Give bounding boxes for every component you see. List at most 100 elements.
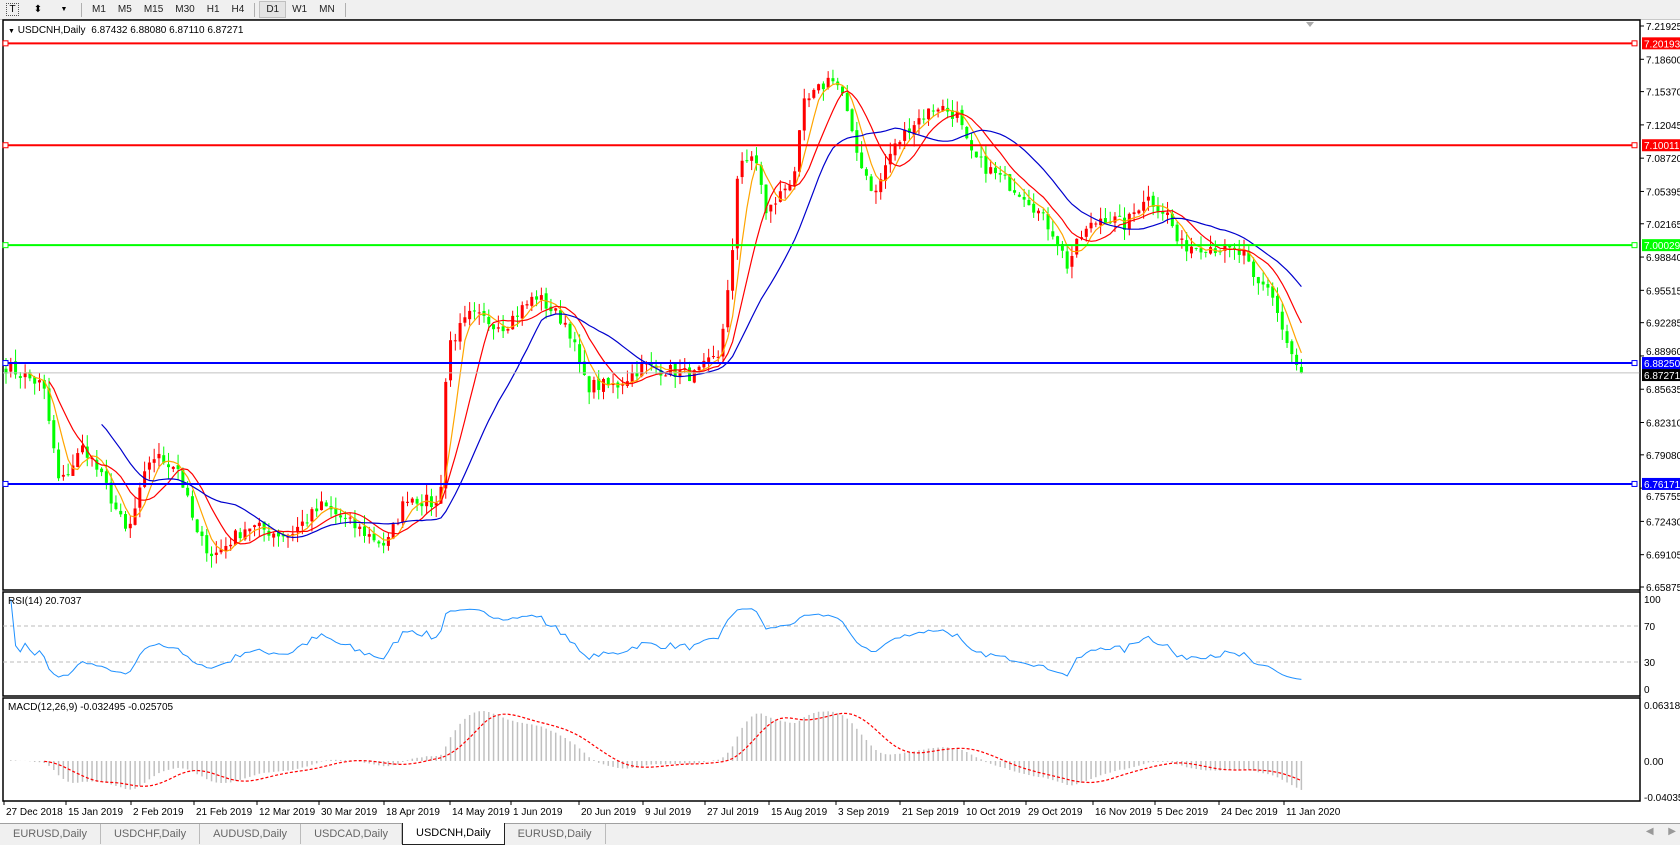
candle-body — [1146, 196, 1150, 201]
candle-body — [530, 296, 534, 306]
candle-body — [1242, 250, 1246, 256]
candle-body — [1065, 251, 1069, 269]
candle-body — [1295, 354, 1299, 366]
candle-body — [453, 340, 457, 342]
date-tick-label: 20 Jun 2019 — [581, 807, 636, 818]
candle-body — [965, 126, 969, 139]
candle-body — [37, 380, 41, 383]
moving-average-line — [101, 127, 1302, 539]
candle-body — [1161, 211, 1165, 214]
tab-usdchf-daily[interactable]: USDCHF,Daily — [101, 824, 201, 844]
candle-body — [114, 502, 118, 510]
candle-body — [377, 541, 381, 544]
candle-body — [525, 304, 529, 306]
candle-body — [912, 125, 916, 135]
timeframe-mn[interactable]: MN — [319, 4, 335, 15]
timeframe-w1[interactable]: W1 — [292, 4, 308, 15]
candle-body — [186, 487, 190, 496]
candle-body — [1175, 224, 1179, 242]
candle-body — [276, 532, 280, 537]
candle-body — [420, 503, 424, 507]
candle-body — [367, 534, 371, 537]
candle-body — [1032, 203, 1036, 213]
candle-body — [702, 360, 706, 368]
timeframe-h4[interactable]: H4 — [231, 4, 245, 15]
tab-usdcnh-daily[interactable]: USDCNH,Daily — [402, 823, 505, 845]
candle-body — [979, 156, 983, 158]
candle-body — [109, 482, 113, 504]
candle-body — [917, 118, 921, 125]
rsi-line — [10, 598, 1302, 680]
candle-body — [850, 109, 854, 132]
chart-canvas[interactable]: 7.21925 7.18600 7.15370 7.12045 7.08720 7.053… — [0, 0, 1680, 823]
chart-shift-marker-icon — [1306, 22, 1314, 27]
date-tick-label: 15 Jan 2019 — [68, 807, 123, 818]
collapse-triangle-icon[interactable]: ▼ — [8, 28, 15, 35]
candle-body — [66, 474, 70, 476]
candle-body — [778, 191, 782, 202]
dropdown-arrow-icon[interactable]: ▼ — [60, 6, 68, 13]
rsi-tick-label: 30 — [1644, 658, 1656, 669]
tab-audusd-daily[interactable]: AUDUSD,Daily — [200, 824, 302, 844]
candle-body — [42, 380, 46, 389]
candle-body — [138, 487, 142, 508]
candle-body — [549, 306, 553, 312]
timeframe-m30[interactable]: M30 — [175, 4, 195, 15]
candle-body — [1056, 236, 1060, 245]
price-tick-label: 6.85635 — [1646, 385, 1680, 396]
scroll-right-icon[interactable]: ▶ — [1668, 826, 1676, 837]
timeframe-m5[interactable]: M5 — [117, 4, 132, 15]
tab-eurusd-daily-2[interactable]: EURUSD,Daily — [505, 824, 606, 844]
candle-body — [57, 449, 61, 479]
candle-body — [539, 295, 543, 300]
timeframe-m1[interactable]: M1 — [92, 4, 106, 15]
candle-body — [1089, 222, 1093, 229]
rsi-tick-label: 100 — [1644, 595, 1661, 606]
price-tick-label: 6.88960 — [1646, 347, 1680, 358]
candle-body — [358, 526, 362, 529]
timeframe-d1[interactable]: D1 — [259, 1, 287, 18]
candle-body — [903, 129, 907, 141]
candle-body — [339, 515, 343, 518]
candle-body — [1022, 196, 1026, 200]
candle-body — [855, 130, 859, 153]
candle-body — [1256, 277, 1260, 284]
scroll-left-icon[interactable]: ◀ — [1645, 826, 1654, 837]
candle-body — [18, 376, 22, 378]
candle-body — [468, 310, 472, 320]
candle-body — [95, 459, 99, 470]
price-tick-label: 7.02165 — [1646, 220, 1680, 231]
candle-body — [869, 176, 873, 191]
candle-body — [769, 204, 773, 212]
timeframe-h1[interactable]: H1 — [206, 4, 220, 15]
candle-body — [214, 552, 218, 555]
date-tick-label: 10 Oct 2019 — [966, 807, 1021, 818]
candle-body — [9, 363, 13, 372]
candle-body — [334, 507, 338, 515]
shapes-tool-icon[interactable]: ⬍ — [33, 4, 43, 15]
text-tool-icon[interactable]: T — [6, 3, 19, 16]
candle-body — [71, 465, 75, 476]
date-tick-label: 1 Jun 2019 — [513, 807, 563, 818]
candle-body — [597, 378, 601, 390]
timeframe-m15[interactable]: M15 — [143, 4, 164, 15]
candle-body — [563, 322, 567, 325]
candle-body — [511, 315, 515, 330]
price-tick-label: 7.18600 — [1646, 55, 1680, 66]
date-tick-label: 2 Feb 2019 — [133, 807, 184, 818]
candle-body — [363, 526, 366, 536]
candle-body — [711, 356, 715, 358]
toolbar-separator — [81, 2, 82, 17]
tab-usdcad-daily[interactable]: USDCAD,Daily — [301, 824, 403, 844]
candle-body — [1103, 218, 1107, 223]
candle-body — [764, 184, 768, 214]
candle-body — [1151, 195, 1155, 207]
line-handle-right — [1631, 360, 1638, 367]
candle-body — [898, 142, 902, 145]
tab-eurusd-daily[interactable]: EURUSD,Daily — [0, 824, 101, 844]
date-tick-label: 18 Apr 2019 — [386, 807, 440, 818]
price-label-tag — [1642, 239, 1680, 252]
candle-body — [1170, 213, 1174, 227]
price-tick-label: 6.92285 — [1646, 319, 1680, 330]
candle-body — [573, 339, 577, 343]
